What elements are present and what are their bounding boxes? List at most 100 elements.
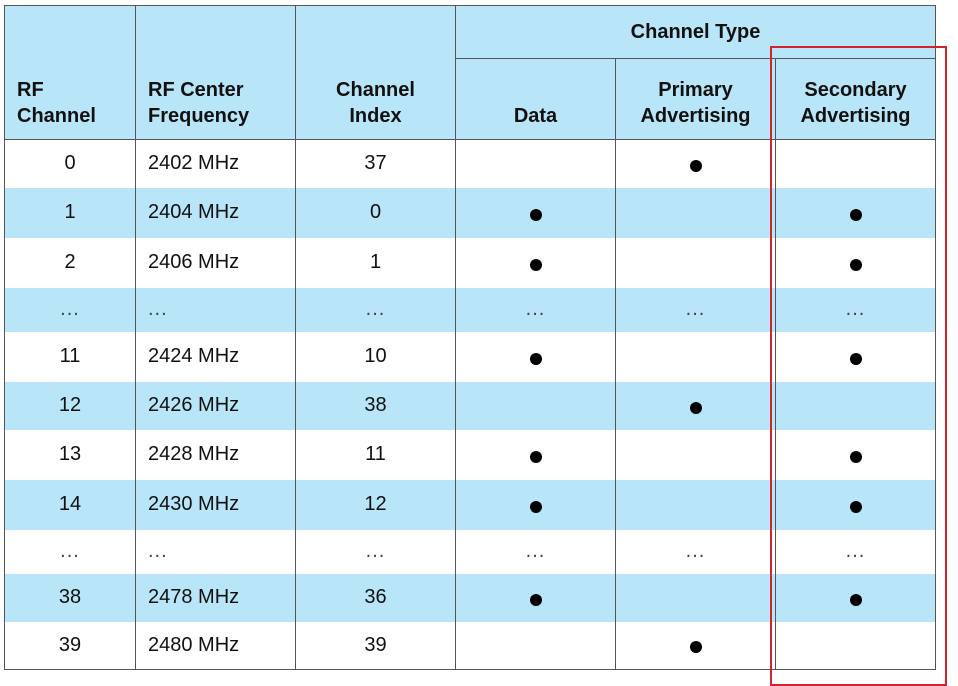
cell-rf-channel: 11 — [4, 331, 136, 382]
cell-data — [455, 139, 616, 188]
bullet-icon — [849, 500, 862, 513]
bullet-icon — [529, 258, 542, 271]
bullet-icon — [529, 500, 542, 513]
cell-secondary — [775, 479, 936, 530]
header-channel-type: Channel Type — [455, 5, 936, 59]
cell-channel-index: 11 — [295, 429, 456, 480]
bullet-icon — [529, 593, 542, 606]
table-row: 39 2480 MHz 39 — [4, 621, 936, 670]
cell-primary: ... — [615, 529, 776, 574]
cell-channel-index: 10 — [295, 331, 456, 382]
cell-primary — [615, 381, 776, 430]
cell-primary — [615, 429, 776, 480]
bullet-icon — [849, 208, 862, 221]
cell-rf-channel: 1 — [4, 187, 136, 238]
cell-channel-index: 0 — [295, 187, 456, 238]
cell-data — [455, 573, 616, 622]
cell-data: ... — [455, 287, 616, 332]
cell-data — [455, 331, 616, 382]
table-row: 1 2404 MHz 0 — [4, 187, 936, 238]
bullet-icon — [529, 450, 542, 463]
cell-secondary — [775, 187, 936, 238]
cell-rf-channel: 39 — [4, 621, 136, 670]
header-primary-advertising: Primary Advertising — [615, 58, 776, 140]
cell-frequency: 2478 MHz — [135, 573, 296, 622]
bullet-icon — [689, 641, 702, 654]
cell-frequency: 2404 MHz — [135, 187, 296, 238]
cell-primary — [615, 139, 776, 188]
cell-data — [455, 237, 616, 288]
bullet-icon — [849, 450, 862, 463]
bullet-icon — [849, 593, 862, 606]
bullet-icon — [529, 208, 542, 221]
cell-rf-channel: 2 — [4, 237, 136, 288]
bullet-icon — [689, 159, 702, 172]
table-row: .................. — [4, 287, 936, 332]
cell-rf-channel: 13 — [4, 429, 136, 480]
cell-data — [455, 429, 616, 480]
header-secondary-advertising: Secondary Advertising — [775, 58, 936, 140]
cell-channel-index: 36 — [295, 573, 456, 622]
cell-channel-index: 12 — [295, 479, 456, 530]
header-rf-center-frequency: RF Center Frequency — [135, 5, 296, 140]
cell-channel-index: ... — [295, 287, 456, 332]
cell-secondary: ... — [775, 287, 936, 332]
cell-frequency: ... — [135, 287, 296, 332]
cell-primary — [615, 331, 776, 382]
bullet-icon — [529, 352, 542, 365]
cell-data — [455, 621, 616, 670]
cell-rf-channel: 38 — [4, 573, 136, 622]
table-row: 11 2424 MHz 10 — [4, 331, 936, 382]
cell-secondary — [775, 381, 936, 430]
cell-frequency: 2430 MHz — [135, 479, 296, 530]
cell-secondary — [775, 331, 936, 382]
cell-frequency: 2428 MHz — [135, 429, 296, 480]
header-data: Data — [455, 58, 616, 140]
cell-data — [455, 187, 616, 238]
channel-table: RF Channel RF Center Frequency Channel Inde… — [4, 5, 936, 670]
bullet-icon — [689, 401, 702, 414]
table-row: 2 2406 MHz 1 — [4, 237, 936, 288]
cell-channel-index: 37 — [295, 139, 456, 188]
cell-primary — [615, 573, 776, 622]
cell-frequency: 2424 MHz — [135, 331, 296, 382]
cell-primary — [615, 479, 776, 530]
bullet-icon — [849, 352, 862, 365]
cell-frequency: 2426 MHz — [135, 381, 296, 430]
cell-data: ... — [455, 529, 616, 574]
cell-data — [455, 381, 616, 430]
header-channel-index: Channel Index — [295, 5, 456, 140]
table-row: 0 2402 MHz 37 — [4, 139, 936, 188]
cell-rf-channel: 0 — [4, 139, 136, 188]
cell-frequency: 2480 MHz — [135, 621, 296, 670]
cell-data — [455, 479, 616, 530]
cell-primary — [615, 621, 776, 670]
table-row: .................. — [4, 529, 936, 574]
header-rf-channel: RF Channel — [4, 5, 136, 140]
cell-primary: ... — [615, 287, 776, 332]
cell-rf-channel: 14 — [4, 479, 136, 530]
cell-channel-index: ... — [295, 529, 456, 574]
cell-frequency: ... — [135, 529, 296, 574]
cell-secondary — [775, 573, 936, 622]
cell-secondary — [775, 429, 936, 480]
cell-rf-channel: ... — [4, 287, 136, 332]
cell-rf-channel: ... — [4, 529, 136, 574]
cell-rf-channel: 12 — [4, 381, 136, 430]
bullet-icon — [849, 258, 862, 271]
cell-frequency: 2402 MHz — [135, 139, 296, 188]
table-row: 14 2430 MHz 12 — [4, 479, 936, 530]
table-row: 13 2428 MHz 11 — [4, 429, 936, 480]
cell-secondary — [775, 139, 936, 188]
table-row: 38 2478 MHz 36 — [4, 573, 936, 622]
cell-secondary: ... — [775, 529, 936, 574]
cell-frequency: 2406 MHz — [135, 237, 296, 288]
table-row: 12 2426 MHz 38 — [4, 381, 936, 430]
cell-channel-index: 39 — [295, 621, 456, 670]
cell-secondary — [775, 621, 936, 670]
cell-channel-index: 1 — [295, 237, 456, 288]
cell-primary — [615, 237, 776, 288]
cell-primary — [615, 187, 776, 238]
cell-channel-index: 38 — [295, 381, 456, 430]
cell-secondary — [775, 237, 936, 288]
